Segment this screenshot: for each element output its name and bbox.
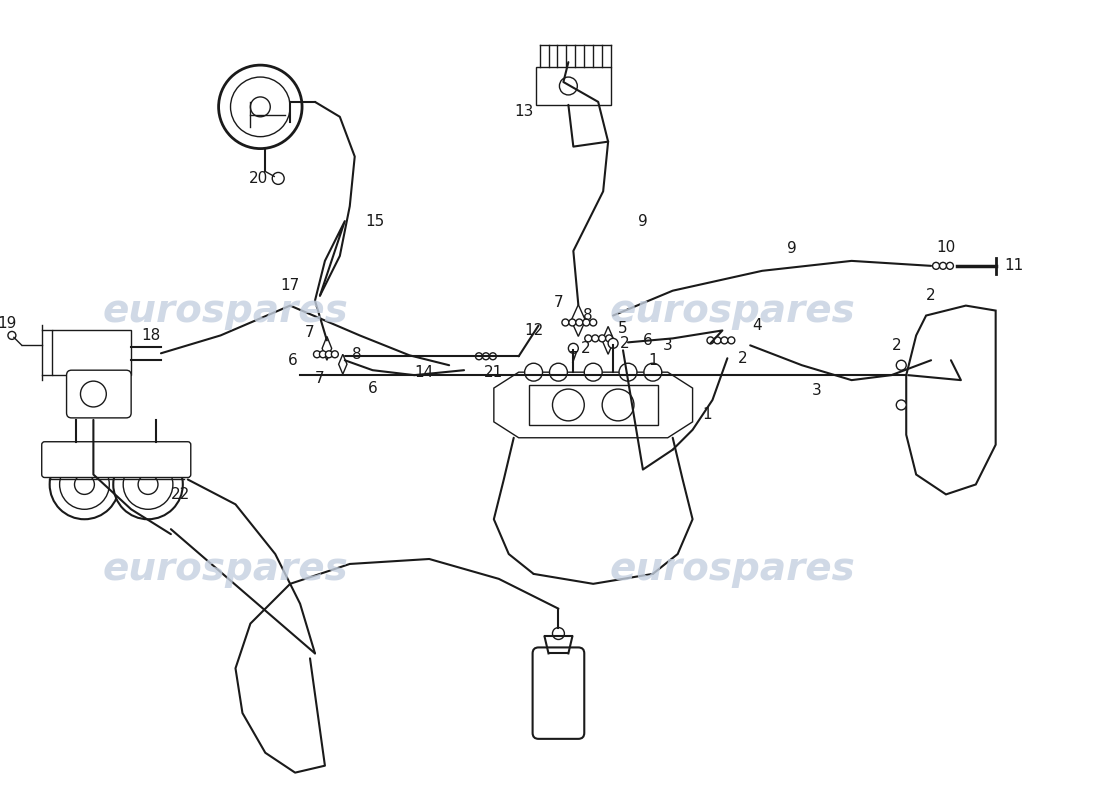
FancyBboxPatch shape [67, 370, 131, 418]
Text: 3: 3 [812, 382, 822, 398]
Circle shape [569, 343, 579, 354]
Polygon shape [322, 337, 332, 360]
Circle shape [550, 363, 568, 381]
Circle shape [584, 363, 602, 381]
Text: 18: 18 [142, 328, 161, 343]
Circle shape [933, 262, 939, 270]
Text: eurospares: eurospares [102, 550, 349, 588]
Circle shape [720, 337, 728, 344]
Circle shape [562, 319, 569, 326]
Text: 10: 10 [936, 241, 956, 255]
Text: 17: 17 [280, 278, 300, 294]
Circle shape [575, 319, 583, 326]
Text: 6: 6 [288, 353, 298, 368]
Circle shape [644, 363, 662, 381]
Text: eurospares: eurospares [609, 291, 855, 330]
Text: 2: 2 [620, 336, 630, 351]
Text: 8: 8 [583, 308, 593, 323]
Circle shape [896, 400, 906, 410]
Text: 7: 7 [305, 325, 315, 340]
Circle shape [139, 474, 158, 494]
Text: 1: 1 [703, 407, 713, 422]
Circle shape [483, 353, 490, 360]
Circle shape [319, 351, 327, 358]
Text: 1: 1 [648, 353, 658, 368]
Text: 2: 2 [581, 341, 590, 356]
Text: 20: 20 [249, 171, 268, 186]
Circle shape [583, 319, 590, 326]
Text: 9: 9 [638, 214, 648, 229]
Text: 2: 2 [737, 350, 747, 366]
Circle shape [552, 389, 584, 421]
Text: 11: 11 [1004, 258, 1023, 274]
Text: 6: 6 [644, 333, 652, 348]
Circle shape [585, 335, 592, 342]
Text: 6: 6 [367, 381, 377, 395]
Circle shape [598, 335, 606, 342]
Text: 21: 21 [484, 365, 504, 380]
Circle shape [707, 337, 714, 344]
Polygon shape [602, 326, 614, 354]
Circle shape [560, 77, 578, 95]
Text: 2: 2 [926, 288, 936, 303]
Circle shape [602, 389, 634, 421]
Circle shape [113, 450, 183, 519]
Circle shape [475, 353, 483, 360]
Circle shape [946, 262, 954, 270]
Circle shape [251, 97, 271, 117]
Circle shape [714, 337, 720, 344]
Text: 7: 7 [553, 295, 563, 310]
Text: 14: 14 [415, 365, 433, 380]
Circle shape [8, 331, 15, 339]
FancyBboxPatch shape [42, 442, 190, 478]
Circle shape [490, 353, 496, 360]
Text: 4: 4 [752, 318, 762, 333]
Circle shape [50, 450, 119, 519]
FancyBboxPatch shape [532, 647, 584, 739]
Circle shape [219, 65, 302, 149]
Circle shape [552, 627, 564, 639]
Text: 13: 13 [514, 104, 534, 119]
Circle shape [606, 335, 613, 342]
Polygon shape [529, 385, 658, 425]
Circle shape [231, 77, 290, 137]
Circle shape [896, 360, 906, 370]
Circle shape [590, 319, 596, 326]
Circle shape [123, 460, 173, 510]
Text: eurospares: eurospares [609, 550, 855, 588]
Text: 9: 9 [788, 242, 796, 257]
Circle shape [75, 474, 95, 494]
Circle shape [525, 363, 542, 381]
Circle shape [273, 173, 284, 184]
Text: 22: 22 [172, 487, 190, 502]
Text: 7: 7 [315, 370, 324, 386]
Circle shape [80, 381, 107, 407]
Polygon shape [494, 372, 693, 438]
Text: 19: 19 [0, 316, 16, 331]
Circle shape [592, 335, 598, 342]
Circle shape [608, 338, 618, 348]
Polygon shape [339, 354, 346, 374]
Circle shape [569, 319, 575, 326]
Text: 12: 12 [524, 323, 543, 338]
Text: eurospares: eurospares [102, 291, 349, 330]
Circle shape [939, 262, 946, 270]
Text: 7: 7 [569, 350, 579, 366]
Polygon shape [906, 306, 996, 494]
Circle shape [59, 460, 109, 510]
Text: 8: 8 [352, 346, 362, 362]
Circle shape [619, 363, 637, 381]
Text: 5: 5 [618, 321, 628, 336]
Text: 15: 15 [365, 214, 384, 229]
Circle shape [314, 351, 320, 358]
Text: 2: 2 [891, 338, 901, 353]
Polygon shape [571, 305, 585, 337]
Circle shape [728, 337, 735, 344]
Text: 3: 3 [663, 338, 672, 353]
Polygon shape [52, 330, 131, 375]
FancyBboxPatch shape [536, 67, 612, 105]
Circle shape [331, 351, 339, 358]
Circle shape [326, 351, 332, 358]
